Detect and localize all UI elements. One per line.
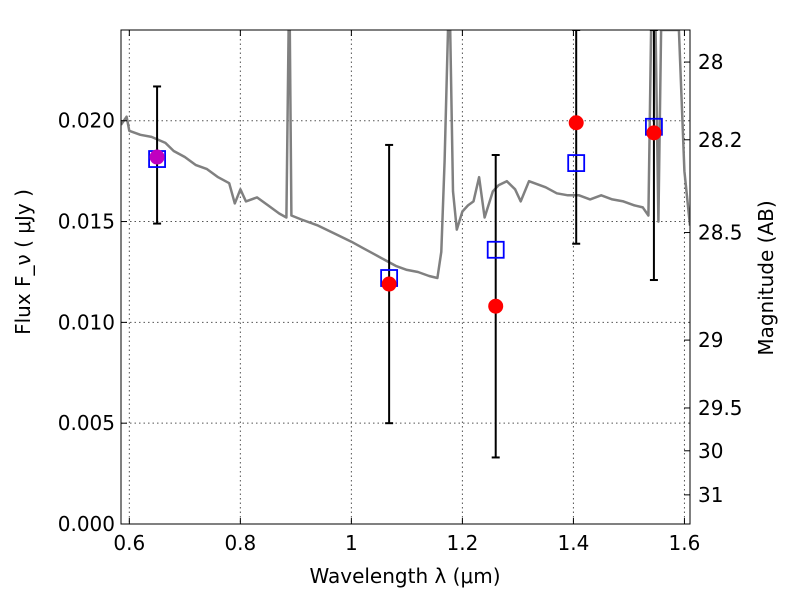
spectrum-layer <box>121 30 690 280</box>
tick-layer: 0.6 0.8 1 1.2 1.4 1.6 0.000 0.005 0.010 0.015 0.02… <box>58 30 743 555</box>
mag-tick-label: 29 <box>698 328 723 352</box>
y-axis-label-right: Magnitude (AB) <box>754 200 778 355</box>
marker-layer <box>148 30 663 459</box>
grid <box>121 30 690 524</box>
observed-flux-point <box>149 149 165 165</box>
y-tick-label: 0.015 <box>58 210 115 234</box>
model-spectrum-line <box>121 30 690 280</box>
x-axis-label-text: Wavelength λ (μm) <box>309 564 500 588</box>
mag-tick-label: 28.2 <box>698 128 743 152</box>
mag-tick-label: 29.5 <box>698 396 743 420</box>
mag-tick-label: 28 <box>698 50 723 74</box>
y-axis-label-left-text: Flux F_ν ( μJy ) <box>11 189 35 335</box>
y-axis-label-right-text: Magnitude (AB) <box>754 200 778 355</box>
x-tick-label: 1.6 <box>669 531 701 555</box>
y-tick-label: 0.020 <box>58 109 115 133</box>
x-tick-label: 0.6 <box>113 531 145 555</box>
observed-flux-point <box>381 276 397 292</box>
x-axis-label: Wavelength λ (μm) <box>309 564 500 588</box>
x-tick-label: 1.4 <box>558 531 590 555</box>
x-tick-label: 0.8 <box>224 531 256 555</box>
mag-tick-label: 28.5 <box>698 221 743 245</box>
mag-tick-label: 31 <box>698 483 723 507</box>
y-tick-label: 0.010 <box>58 310 115 334</box>
x-tick-label: 1 <box>345 531 358 555</box>
model-flux-marker <box>567 154 586 172</box>
y-tick-label: 0.000 <box>58 512 115 536</box>
observed-flux-point <box>646 125 662 141</box>
observed-flux-point <box>568 115 584 131</box>
y-tick-label: 0.005 <box>58 411 115 435</box>
mag-tick-label: 30 <box>698 439 723 463</box>
observed-flux-point <box>488 298 504 314</box>
plot-frame <box>120 29 691 525</box>
y-axis-label-left: Flux F_ν ( μJy ) <box>11 189 35 335</box>
plot-area <box>121 30 690 524</box>
x-tick-label: 1.2 <box>446 531 478 555</box>
model-flux-marker <box>486 240 505 259</box>
